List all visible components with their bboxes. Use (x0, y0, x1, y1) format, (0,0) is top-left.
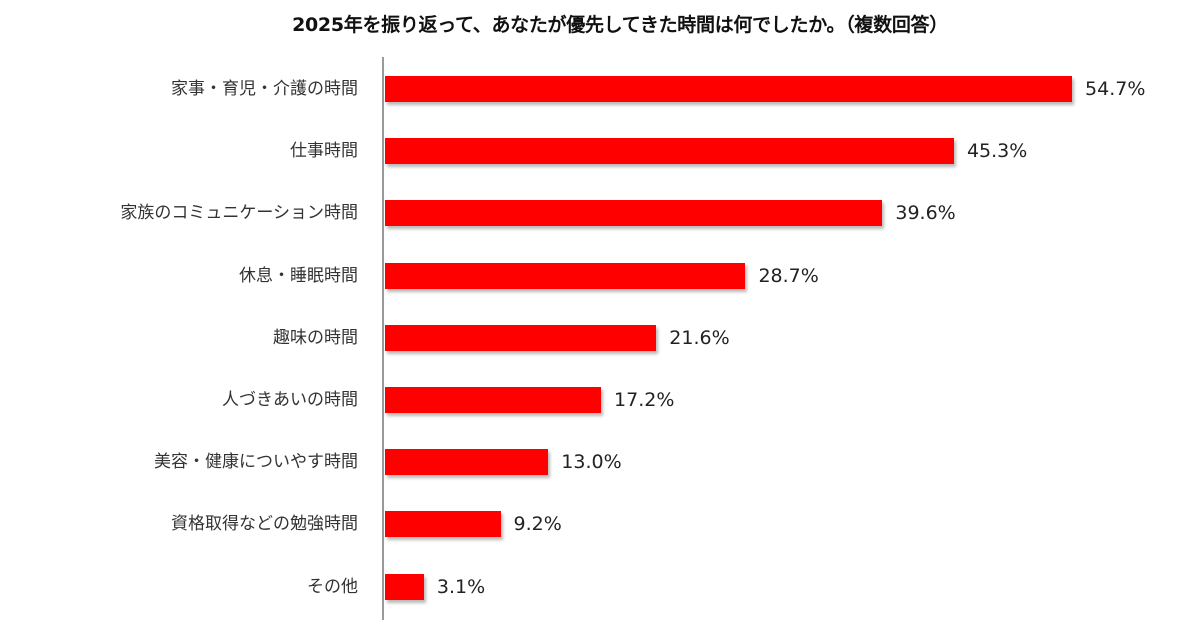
bar-row: 休息・睡眠時間 28.7% (0, 262, 1200, 289)
bar (385, 511, 501, 538)
bar (385, 262, 746, 289)
value-label: 9.2% (513, 513, 562, 536)
bar (385, 573, 424, 600)
category-label: 休息・睡眠時間 (239, 265, 358, 286)
bar-row: 家事・育児・介護の時間 54.7% (0, 76, 1200, 102)
value-label: 39.6% (895, 202, 956, 225)
bar-row: 資格取得などの勉強時間 9.2% (0, 511, 1200, 538)
value-label: 21.6% (669, 326, 730, 349)
category-axis-line (382, 57, 384, 620)
bar (385, 200, 883, 227)
category-label: 趣味の時間 (273, 327, 358, 348)
value-label: 3.1% (436, 575, 486, 598)
chart-title: 2025年を振り返って、あなたが優先してきた時間は何でしたか。（複数回答） (292, 14, 948, 36)
category-label: 人づきあいの時間 (222, 390, 358, 410)
category-label: その他 (307, 576, 358, 597)
bar-row: 趣味の時間 21.6% (0, 324, 1200, 351)
category-label: 家事・育児・介護の時間 (171, 79, 358, 99)
bar-row: 仕事時間 45.3% (0, 138, 1200, 165)
bar (385, 387, 602, 413)
value-label: 54.7% (1085, 78, 1146, 100)
bar-row: 家族のコミュニケーション時間 39.6% (0, 200, 1200, 227)
value-label: 45.3% (966, 140, 1028, 163)
value-label: 13.0% (561, 451, 622, 474)
category-label: 資格取得などの勉強時間 (171, 514, 358, 535)
category-label: 仕事時間 (290, 141, 358, 162)
bar (385, 76, 1073, 102)
category-label: 美容・健康についやす時間 (154, 452, 358, 473)
bar (385, 449, 549, 476)
value-label: 28.7% (758, 264, 819, 287)
bar (385, 138, 954, 165)
bar (385, 324, 657, 351)
bar-row: 人づきあいの時間 17.2% (0, 387, 1200, 413)
value-label: 17.2% (614, 389, 675, 411)
bar-row: その他 3.1% (0, 573, 1200, 600)
category-label: 家族のコミュニケーション時間 (120, 203, 358, 224)
bar-row: 美容・健康についやす時間 13.0% (0, 449, 1200, 476)
